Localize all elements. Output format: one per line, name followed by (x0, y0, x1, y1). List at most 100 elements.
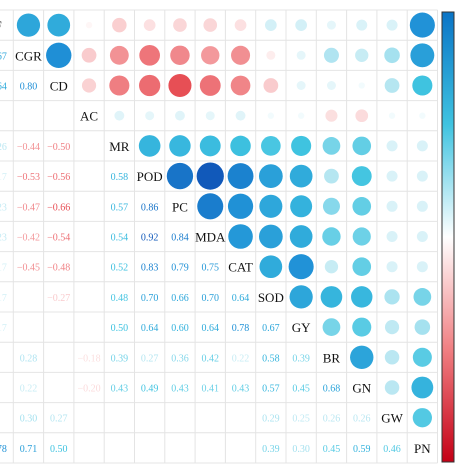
correlation-value: 0.64 (0, 82, 7, 93)
correlation-circle (386, 231, 398, 242)
correlation-circle (352, 257, 372, 277)
correlation-value: 0.79 (171, 263, 189, 274)
correlation-circle (352, 317, 372, 337)
correlation-value: 0.48 (111, 293, 129, 304)
correlation-circle (326, 81, 336, 90)
correlation-circle (169, 135, 191, 157)
correlation-value: 0.39 (111, 353, 129, 364)
correlation-circle (384, 289, 400, 305)
correlation-circle (295, 19, 308, 31)
variable-label-f: F (0, 18, 2, 33)
correlation-circle (109, 75, 130, 96)
correlation-circle (323, 47, 339, 63)
correlation-circle (199, 135, 221, 157)
variable-label-pod: POD (137, 169, 163, 184)
correlation-value: 0.27 (50, 414, 68, 425)
correlation-circle (324, 168, 339, 184)
correlation-value: 0.27 (141, 353, 159, 364)
variable-label-cat: CAT (228, 260, 253, 275)
correlation-circle (296, 81, 306, 90)
correlation-circle (289, 225, 313, 248)
correlation-circle (384, 320, 400, 335)
correlation-circle (413, 288, 432, 306)
correlation-circle (227, 163, 254, 190)
correlation-circle (322, 197, 340, 215)
correlation-value: 0.50 (111, 323, 129, 334)
correlation-circle (138, 135, 161, 157)
correlation-numbers: 0.67 0.64 0.80 0.26 −0.44 −0.50 0.17 −0.53 −0.56… (0, 51, 401, 455)
correlation-circle (289, 164, 313, 188)
correlation-value: 0.29 (262, 414, 280, 425)
correlation-value: 0.17 (0, 293, 7, 304)
correlation-circle (358, 82, 365, 89)
correlation-value: −0.48 (47, 263, 70, 274)
correlation-circle (227, 193, 254, 219)
correlation-circle (384, 78, 400, 93)
correlation-value: 0.28 (20, 353, 38, 364)
correlation-value: 0.58 (262, 353, 280, 364)
correlation-circle (175, 110, 185, 121)
correlation-circle (320, 286, 343, 308)
correlation-value: 0.78 (0, 444, 7, 455)
correlation-circle (384, 350, 400, 365)
correlation-circle (112, 17, 127, 33)
correlation-circle (412, 408, 432, 428)
correlation-value: 0.45 (292, 384, 310, 395)
correlation-circle (322, 227, 341, 246)
correlation-circle (289, 285, 313, 309)
correlation-value: 0.92 (141, 233, 159, 244)
correlation-value: 0.78 (232, 323, 250, 334)
variable-label-gy: GY (292, 320, 311, 335)
correlation-circle (416, 231, 428, 242)
correlation-value: 0.17 (0, 172, 7, 183)
correlation-value: 0.54 (111, 233, 129, 244)
correlation-value: −0.56 (47, 172, 70, 183)
correlation-value: 0.52 (111, 263, 129, 274)
correlation-circle (205, 111, 215, 121)
correlation-circle (411, 376, 434, 399)
correlation-value: 0.23 (0, 202, 7, 213)
correlation-value: −0.53 (17, 172, 40, 183)
matrix-grid (0, 9, 438, 464)
correlation-value: 0.68 (323, 384, 341, 395)
correlation-circle (322, 137, 341, 155)
correlation-circle (288, 254, 314, 280)
correlation-circle (416, 261, 428, 273)
correlation-circle (261, 136, 281, 156)
correlation-value: 0.50 (50, 444, 68, 455)
correlation-circle (264, 19, 277, 31)
correlation-value: 0.49 (141, 384, 159, 395)
colorbar-gradient (441, 11, 455, 463)
correlation-circle (196, 162, 224, 190)
correlation-value: 0.30 (20, 414, 38, 425)
correlation-value: 0.86 (141, 202, 159, 213)
correlation-circle (352, 136, 372, 156)
correlation-circle (145, 111, 155, 121)
correlation-value: 0.43 (111, 384, 129, 395)
correlation-value: 0.64 (202, 323, 220, 334)
correlation-circle (259, 255, 283, 279)
correlation-value: 0.70 (141, 293, 159, 304)
correlation-circle (326, 20, 336, 30)
correlation-circle (139, 74, 161, 97)
correlation-value: 0.26 (0, 142, 7, 153)
variable-label-mr: MR (109, 139, 130, 154)
correlation-value: 0.59 (353, 444, 371, 455)
correlation-circle (297, 112, 305, 119)
correlation-value: 0.67 (262, 323, 280, 334)
correlation-circle (234, 19, 247, 31)
correlation-circle (351, 286, 373, 308)
correlation-value: 0.84 (171, 233, 189, 244)
correlation-circle (384, 380, 400, 395)
correlation-value: 0.70 (202, 293, 220, 304)
correlation-circle (267, 112, 275, 119)
correlation-circle (16, 13, 41, 37)
correlation-value: 0.46 (383, 444, 401, 455)
correlation-value: 0.39 (292, 353, 310, 364)
correlation-value: 0.17 (0, 263, 7, 274)
correlation-value: 0.45 (323, 444, 341, 455)
correlation-circle (419, 112, 426, 119)
correlation-circle (230, 135, 251, 157)
